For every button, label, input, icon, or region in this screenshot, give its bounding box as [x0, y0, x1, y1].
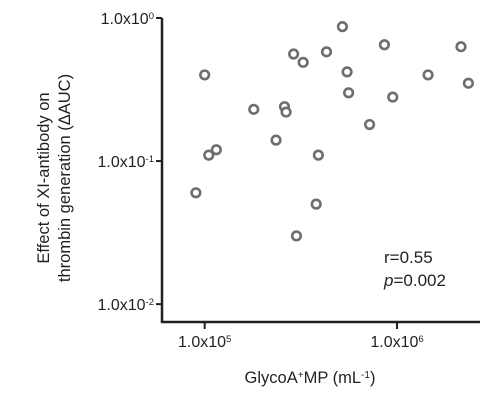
data-point: [248, 103, 260, 115]
data-point: [288, 48, 300, 60]
y-axis-label-line-1: Effect of XI-antibody on: [35, 92, 53, 263]
p-value-annotation: p=0.002: [383, 271, 446, 290]
y-tick-base: 1.0x10: [98, 297, 146, 314]
data-point: [336, 21, 348, 33]
data-point: [203, 149, 215, 161]
x-tick-exponent: 5: [226, 334, 231, 345]
y-tick-exponent: -1: [146, 154, 154, 165]
axes: [160, 18, 480, 324]
y-tick-label: 1.0x10-1: [98, 154, 155, 172]
x-axis-label-rest: MP (mL: [304, 369, 361, 387]
y-tick-base: 1.0x10: [101, 11, 149, 28]
p-value-number: =0.002: [393, 271, 445, 290]
data-point: [310, 198, 322, 210]
x-tick-exponent: 6: [418, 334, 423, 345]
x-tick-label: 1.0x106: [370, 334, 423, 352]
data-points: [190, 21, 475, 242]
data-point: [378, 39, 391, 51]
y-tick-base: 1.0x10: [98, 154, 146, 171]
correlation-annotation: r=0.55: [384, 248, 433, 267]
x-axis-label-unit-sup: -1: [361, 370, 370, 381]
y-tick-label: 1.0x100: [101, 11, 154, 29]
p-value-label: p: [383, 271, 393, 290]
y-axis-label-line-2: thrombin generation (ΔAUC): [56, 74, 74, 282]
x-tick-label: 1.0x105: [178, 334, 231, 352]
data-point: [363, 118, 376, 131]
data-point: [199, 69, 211, 81]
x-tick-base: 1.0x10: [178, 334, 226, 351]
data-point: [341, 66, 353, 78]
data-point: [342, 87, 355, 99]
data-point: [280, 106, 292, 118]
y-tick-exponent: 0: [149, 11, 154, 22]
data-point: [297, 56, 309, 68]
data-point: [462, 77, 475, 89]
x-axis-label: GlycoA+MP (mL-1): [245, 369, 376, 387]
data-point: [387, 91, 399, 103]
x-axis-label-base: GlycoA: [245, 369, 298, 387]
data-point: [312, 149, 324, 161]
data-point: [190, 187, 202, 199]
x-tick-base: 1.0x10: [370, 334, 418, 351]
data-point: [270, 134, 282, 146]
y-tick-label: 1.0x10-2: [98, 297, 155, 315]
x-axis-label-sup: +: [298, 370, 304, 381]
y-tick-exponent: -2: [146, 297, 154, 308]
data-point: [422, 69, 434, 81]
data-point: [455, 41, 467, 53]
data-point: [210, 144, 222, 156]
data-point: [290, 230, 303, 242]
data-point: [320, 46, 333, 58]
x-axis-label-close: ): [370, 369, 376, 387]
